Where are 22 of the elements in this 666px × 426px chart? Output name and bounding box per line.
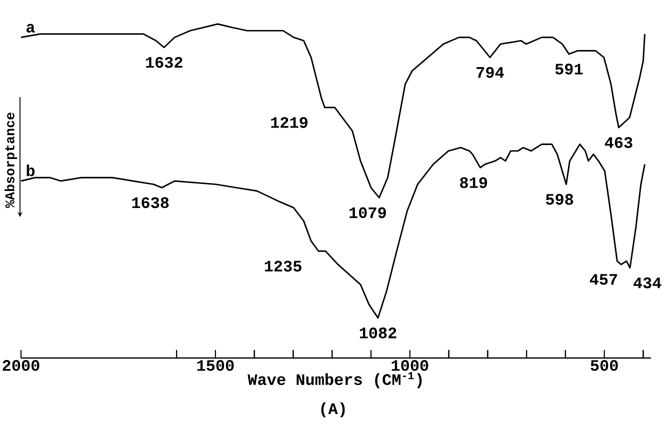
annotation: 1235: [264, 260, 302, 272]
x-axis-title: Wave Numbers (CM$^{-1}$): [248, 372, 422, 388]
x-tick-label: 500: [590, 360, 618, 371]
annotation: 591: [555, 64, 583, 75]
annotation: 463: [604, 137, 632, 148]
annotation: 1638: [132, 197, 169, 208]
text: (A): [321, 402, 345, 418]
x-tick-label: 1500: [197, 360, 234, 371]
x-tick-label: 1000: [392, 360, 428, 371]
annotation: 434: [633, 277, 662, 288]
annotation: 819: [460, 177, 488, 188]
annotation: 1082: [360, 328, 396, 338]
annotation: 1079: [350, 207, 386, 218]
x-tick-label: 2000: [2, 360, 40, 371]
annotation: 457: [590, 274, 618, 285]
annotation: 598: [546, 194, 574, 205]
series-label: a: [26, 24, 35, 33]
series-label: b: [26, 164, 35, 176]
annotation: 794: [476, 67, 504, 78]
annotation: 1219: [271, 117, 308, 128]
y-axis-title: %Absorptance: [4, 112, 18, 208]
annotation: 1632: [146, 56, 182, 68]
